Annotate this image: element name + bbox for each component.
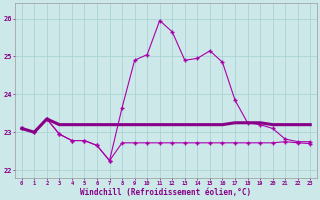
X-axis label: Windchill (Refroidissement éolien,°C): Windchill (Refroidissement éolien,°C)	[80, 188, 252, 197]
